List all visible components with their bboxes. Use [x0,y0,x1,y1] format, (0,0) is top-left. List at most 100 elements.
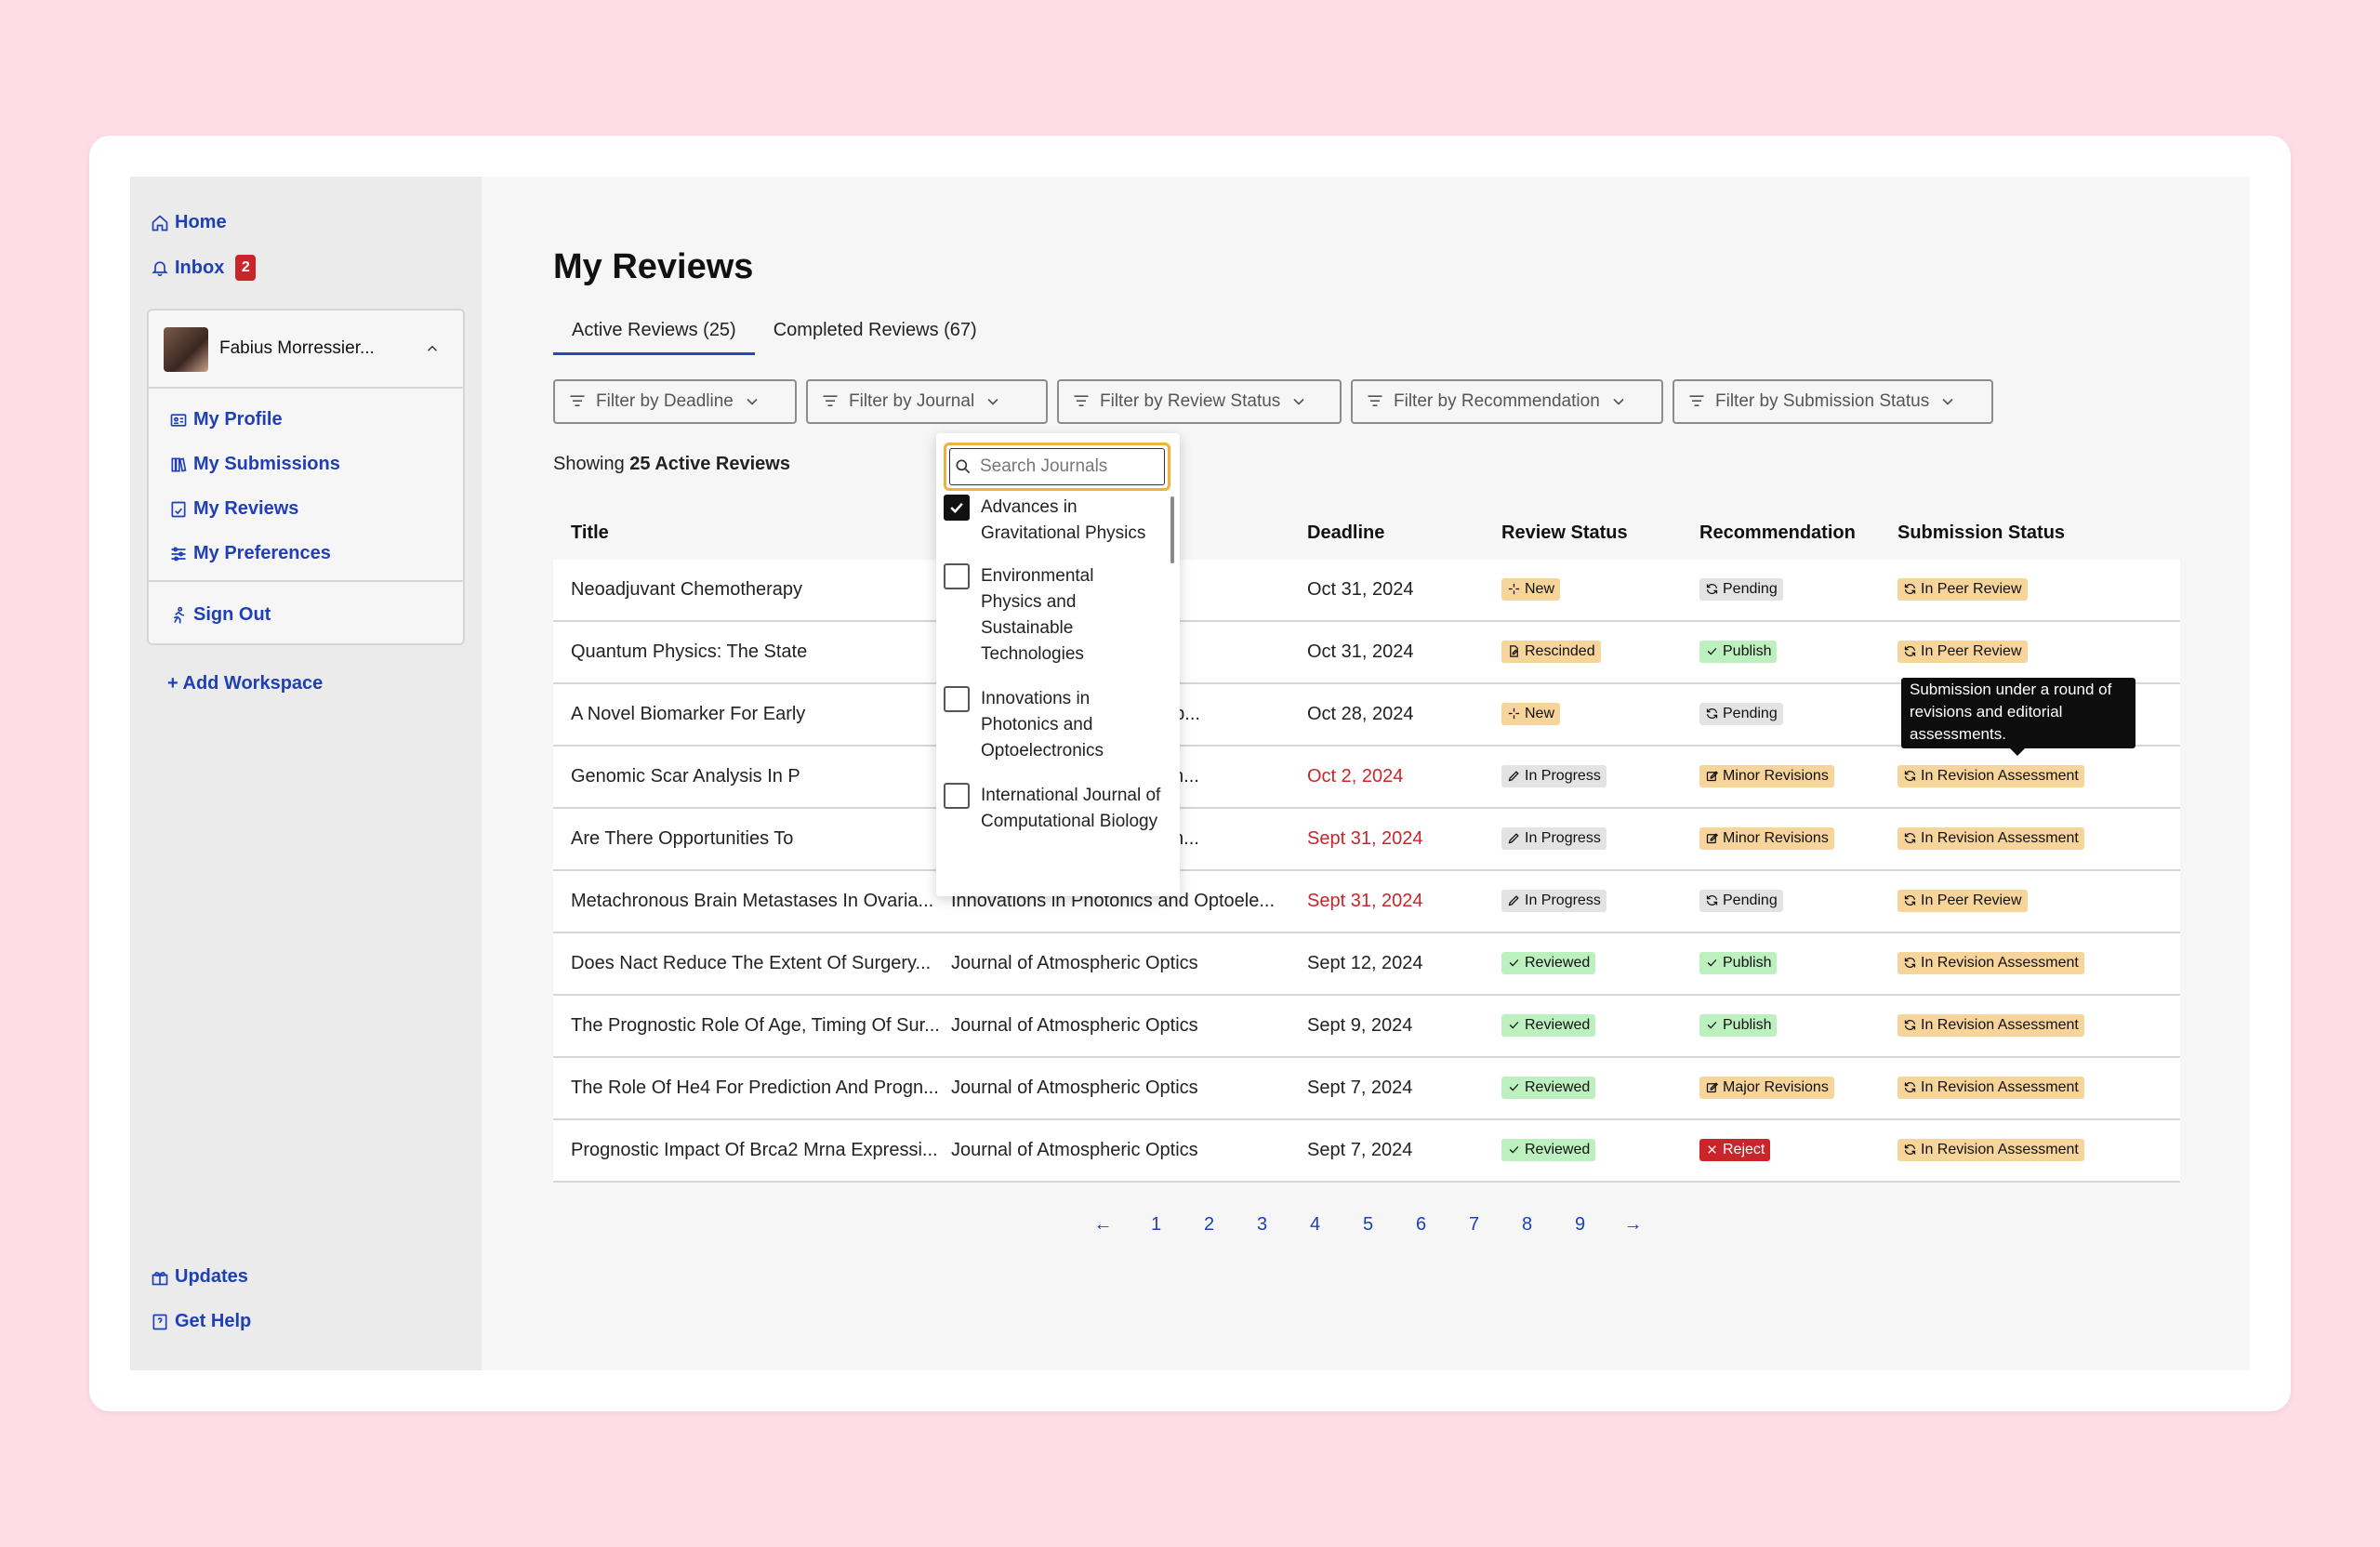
sidebar-item-my-preferences[interactable]: My Preferences [169,543,331,564]
checkbox[interactable] [944,563,970,589]
submission-status-label: In Revision Assessment [1921,829,2079,846]
table-row[interactable]: The Role Of He4 For Prediction And Progn… [553,1058,2180,1120]
review-title[interactable]: Metachronous Brain Metastases In Ovaria.… [571,891,934,911]
sidebar: Home Inbox 2 Fabius Morressier... My Pro… [130,177,482,1370]
journal-option[interactable]: Environmental Physics and Sustainable Te… [944,563,1139,668]
workspace-header[interactable]: Fabius Morressier... [149,311,463,389]
column-header-recommendation[interactable]: Recommendation [1699,522,1856,543]
table-header: Title Deadline Review Status Recommendat… [553,506,2180,560]
review-status-label: Reviewed [1525,1078,1591,1095]
recommendation-badge: Reject [1699,1138,1771,1161]
chevron-down-icon [1942,398,1953,405]
page-5-button[interactable]: 5 [1362,1214,1374,1235]
review-tabs: Active Reviews (25) Completed Reviews (6… [553,316,996,355]
deadline: Sept 9, 2024 [1307,1015,1413,1036]
sidebar-item-inbox[interactable]: Inbox 2 [151,255,257,281]
column-header-submission-status[interactable]: Submission Status [1897,522,2066,543]
journal-search-input[interactable] [980,456,1157,477]
page-title: My Reviews [553,247,754,286]
page-1-button[interactable]: 1 [1150,1214,1162,1235]
page-2-button[interactable]: 2 [1203,1214,1215,1235]
review-status-label: Reviewed [1525,1141,1591,1157]
review-title[interactable]: Quantum Physics: The State [571,641,808,662]
review-title[interactable]: The Role Of He4 For Prediction And Progn… [571,1078,939,1098]
filter-label: Filter by Review Status [1100,391,1281,411]
review-status-label: Rescinded [1525,642,1595,659]
sidebar-item-my-reviews[interactable]: My Reviews [169,498,298,520]
recommendation-label: Reject [1723,1141,1765,1157]
table-row[interactable]: Quantum Physics: The Statef Atmospheric … [553,622,2180,684]
results-summary: Showing 25 Active Reviews [553,454,790,475]
submission-status-cell: In Peer Review [1897,577,2176,602]
check-icon [1509,1022,1519,1029]
sidebar-item-my-submissions[interactable]: My Submissions [169,454,340,475]
filter-submission-status-button[interactable]: Filter by Submission Status [1673,379,1993,424]
submission-status-label: In Revision Assessment [1921,767,2079,784]
review-status-badge: Rescinded [1501,640,1601,663]
journal-option-label: Innovations in Photonics and Optoelectro… [981,689,1104,760]
prev-page-button[interactable]: ← [1093,1214,1113,1235]
table-row[interactable]: Does Nact Reduce The Extent Of Surgery..… [553,933,2180,996]
add-workspace-link[interactable]: + Add Workspace [167,673,323,694]
page-6-button[interactable]: 6 [1415,1214,1427,1235]
filter-deadline-button[interactable]: Filter by Deadline [553,379,797,424]
checkbox[interactable] [944,686,970,712]
page-9-button[interactable]: 9 [1574,1214,1586,1235]
review-status-badge: In Progress [1501,889,1606,912]
next-page-button[interactable]: → [1623,1214,1643,1235]
filter-review-status-button[interactable]: Filter by Review Status [1057,379,1342,424]
table-row[interactable]: Neoadjuvant Chemotherapys in Gravitation… [553,560,2180,622]
page-3-button[interactable]: 3 [1256,1214,1268,1235]
review-title[interactable]: The Prognostic Role Of Age, Timing Of Su… [571,1015,940,1036]
column-header-review-status[interactable]: Review Status [1501,522,1628,543]
filter-recommendation-button[interactable]: Filter by Recommendation [1351,379,1663,424]
page-8-button[interactable]: 8 [1521,1214,1533,1235]
recommendation-label: Minor Revisions [1723,767,1829,784]
checkbox[interactable] [944,783,970,809]
review-status-label: New [1525,705,1555,721]
sidebar-item-home[interactable]: Home [151,212,227,233]
sidebar-item-sign-out[interactable]: Sign Out [169,604,271,626]
tab-completed-reviews[interactable]: Completed Reviews (67) [773,320,977,340]
journal-name: Journal of Atmospheric Optics [951,1015,1198,1036]
dropdown-scrollbar[interactable] [1170,496,1174,563]
column-header-deadline[interactable]: Deadline [1307,522,1385,543]
review-title[interactable]: Neoadjuvant Chemotherapy [571,579,803,600]
table-row[interactable]: Are There Opportunities Toonal Journal o… [553,809,2180,871]
review-status-label: Reviewed [1525,954,1591,971]
bell-icon [152,261,168,277]
review-title[interactable]: Prognostic Impact Of Brca2 Mrna Expressi… [571,1140,938,1160]
journal-search-field[interactable] [944,443,1170,491]
submission-status-label: In Revision Assessment [1921,954,2079,971]
journal-option[interactable]: Innovations in Photonics and Optoelectro… [944,686,1139,764]
review-status-label: In Progress [1525,767,1601,784]
close-icon [1708,1145,1716,1154]
review-title[interactable]: Genomic Scar Analysis In P [571,766,800,787]
sidebar-item-my-profile[interactable]: My Profile [169,409,283,430]
filter-journal-button[interactable]: Filter by Journal [806,379,1048,424]
table-row[interactable]: The Prognostic Role Of Age, Timing Of Su… [553,996,2180,1058]
filter-label: Filter by Recommendation [1394,391,1600,411]
review-title[interactable]: A Novel Biomarker For Early [571,704,806,724]
submission-status-label: In Peer Review [1921,580,2022,597]
chevron-down-icon [747,398,758,405]
journal-option[interactable]: Advances in Gravitational Physics [944,495,1163,547]
sidebar-item-get-help[interactable]: Get Help [151,1311,251,1332]
review-title[interactable]: Does Nact Reduce The Extent Of Surgery..… [571,953,932,973]
table-row[interactable]: Genomic Scar Analysis In Ponal Journal o… [553,747,2180,809]
sidebar-item-updates[interactable]: Updates [151,1266,248,1288]
page-4-button[interactable]: 4 [1309,1214,1321,1235]
page-7-button[interactable]: 7 [1468,1214,1480,1235]
recommendation-cell: Minor Revisions [1699,764,1897,789]
journal-option[interactable]: International Journal of Computational B… [944,783,1163,835]
sidebar-item-label: Inbox [175,257,225,278]
checkbox-checked[interactable] [944,495,970,521]
table-row[interactable]: Prognostic Impact Of Brca2 Mrna Expressi… [553,1120,2180,1183]
table-row[interactable]: Metachronous Brain Metastases In Ovaria.… [553,871,2180,933]
column-header-title[interactable]: Title [571,522,609,543]
recommendation-cell: Pending [1699,577,1897,602]
refresh-icon [1904,833,1916,844]
chevron-up-icon[interactable] [424,340,441,357]
tab-active-reviews[interactable]: Active Reviews (25) [553,316,755,355]
review-title[interactable]: Are There Opportunities To [571,828,794,849]
